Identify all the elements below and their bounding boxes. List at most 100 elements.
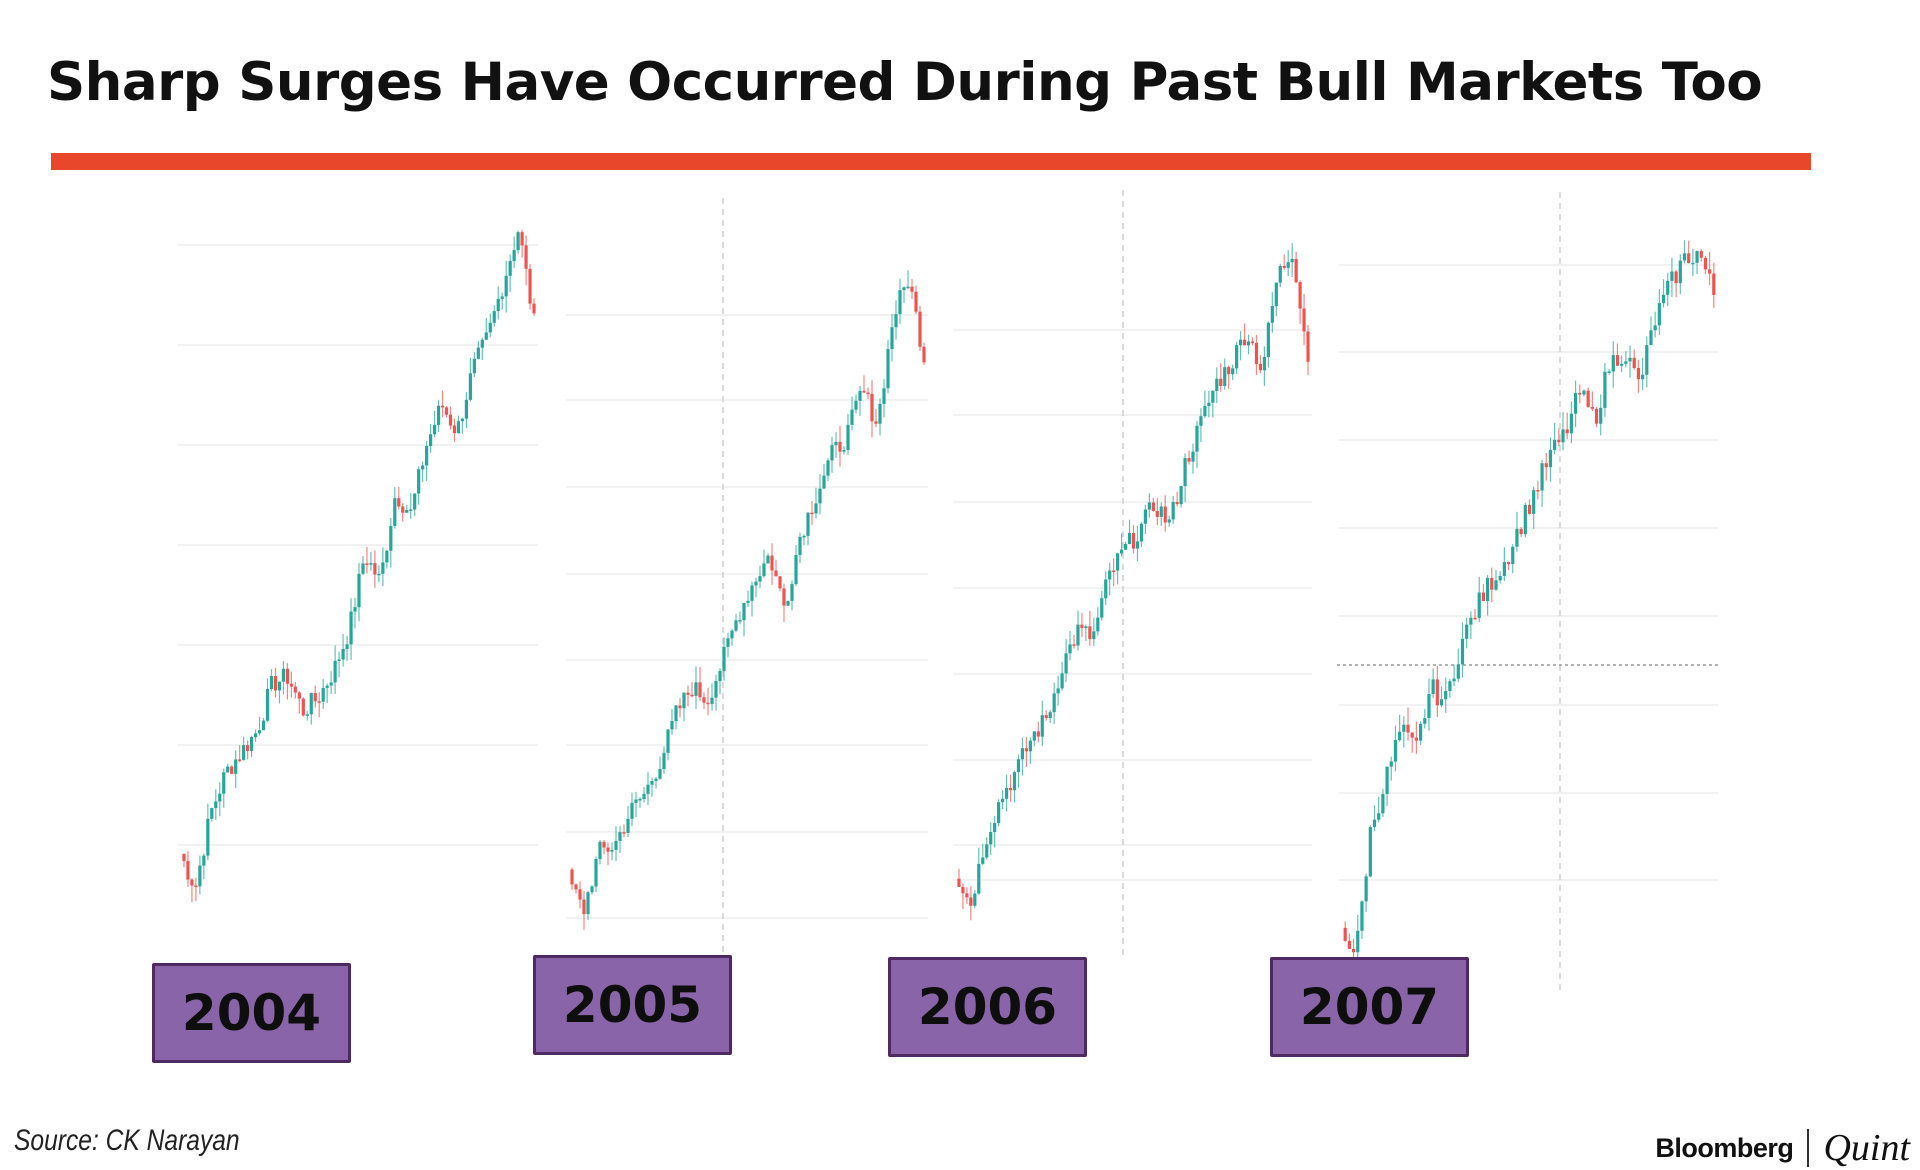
candle-body [985, 844, 989, 858]
candle-body [918, 311, 922, 347]
candle-body [1203, 405, 1207, 417]
candle-body [532, 303, 536, 314]
candle-body [1020, 748, 1025, 760]
candle-body [1548, 449, 1553, 468]
candle-body [1544, 463, 1548, 468]
candle-body [1147, 502, 1151, 510]
candle-body [1553, 439, 1557, 450]
candle-body [1603, 371, 1607, 408]
candle-body [698, 682, 702, 698]
candle-body [349, 611, 353, 645]
candle-body [472, 358, 476, 374]
candle-body [1254, 342, 1259, 364]
candle-body [365, 563, 369, 565]
candle-body [1502, 562, 1506, 576]
candle-body [325, 685, 329, 688]
candle-body [1469, 617, 1473, 625]
candle-body [1215, 378, 1219, 391]
candle-body [500, 296, 504, 299]
candle-body [1127, 532, 1132, 544]
candle-body [1410, 732, 1414, 738]
candle-body [758, 576, 762, 582]
candle-body [961, 886, 965, 894]
candle-body [214, 801, 218, 809]
candle-body [413, 493, 417, 510]
candle-body [1448, 681, 1452, 692]
candle-body [1060, 673, 1064, 689]
candle-body [484, 332, 488, 340]
candle-body [1687, 253, 1691, 264]
candle-body [762, 563, 766, 577]
candle-body [894, 314, 898, 328]
candle-body [1155, 510, 1159, 517]
candle-body [1708, 269, 1712, 274]
candle-body [642, 793, 646, 799]
candle-body [1242, 339, 1247, 346]
candle-body [1028, 740, 1032, 752]
candle-body [1578, 392, 1582, 395]
candle-body [981, 857, 985, 864]
candle-body [1586, 390, 1590, 407]
candle-body [1076, 624, 1080, 646]
candle-body [770, 555, 774, 571]
candle-body [682, 692, 686, 709]
candle-body [1540, 463, 1544, 491]
candle-body [1674, 271, 1678, 284]
candle-body [425, 446, 429, 466]
candle-body [702, 697, 706, 703]
candle-body [389, 526, 393, 551]
candle-body [1143, 509, 1147, 524]
candle-body [1712, 273, 1716, 295]
candle-body [281, 668, 286, 682]
candle-body [1123, 543, 1128, 550]
candle-body [1286, 262, 1290, 268]
candle-body [830, 445, 834, 461]
candle-body [650, 780, 654, 785]
candle-body [922, 346, 926, 363]
candle-body [444, 407, 449, 415]
candle-body [1611, 355, 1615, 372]
candle-body [202, 855, 206, 866]
candle-body [1561, 429, 1565, 443]
candle-body [614, 840, 618, 850]
candle-body [710, 697, 714, 704]
candle-body [1460, 638, 1465, 665]
candle-body [421, 465, 425, 470]
candle-body [1258, 363, 1263, 371]
year-label-2005: 2005 [533, 955, 732, 1055]
candle-body [678, 705, 682, 709]
candle-body [810, 512, 814, 515]
chart-title: Sharp Surges Have Occurred During Past B… [47, 52, 1763, 113]
candle-body [1179, 486, 1183, 505]
brand-separator [1807, 1129, 1810, 1167]
candle-body [726, 638, 730, 647]
candle-body [1036, 731, 1040, 737]
candle-body [476, 347, 480, 359]
candle-body [337, 659, 341, 661]
candle-body [238, 759, 242, 761]
candle-body [969, 897, 973, 906]
candle-body [1167, 519, 1171, 523]
candle-body [1351, 948, 1356, 953]
candle-body [277, 681, 282, 691]
candle-body [1239, 339, 1243, 346]
candle-body [210, 808, 214, 819]
candle-body [357, 573, 361, 608]
candle-body [329, 682, 333, 686]
candle-body [1682, 253, 1687, 261]
candle-body [1490, 577, 1494, 590]
candle-body [886, 349, 890, 389]
candle-body [397, 498, 401, 507]
candle-body [1615, 355, 1620, 366]
candle-body [957, 878, 961, 887]
candle-body [1108, 570, 1112, 580]
candle-body [626, 818, 630, 833]
candle-body [1163, 506, 1167, 523]
candle-body [480, 339, 484, 348]
candle-body [309, 693, 313, 715]
candle-body [182, 853, 186, 862]
candle-body [1632, 357, 1636, 368]
candle-body [666, 729, 670, 753]
candle-body [965, 893, 969, 898]
candle-body [1703, 257, 1708, 270]
